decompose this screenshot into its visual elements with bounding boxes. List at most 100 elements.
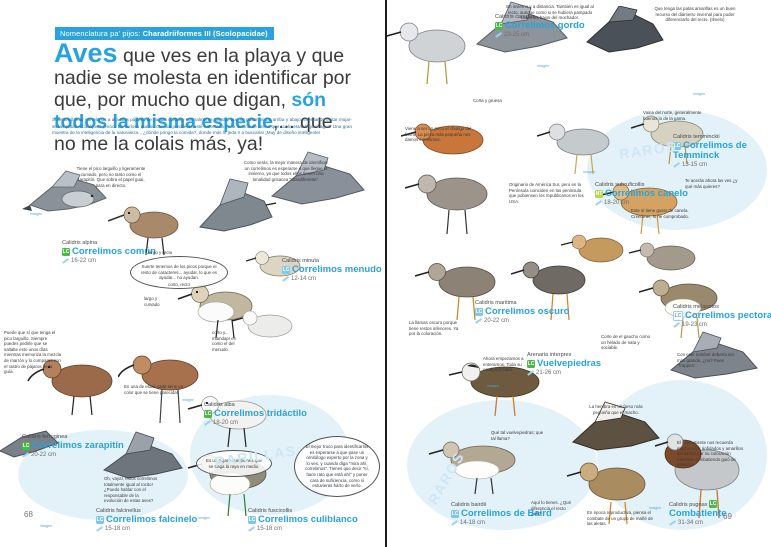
artist-credit: imagen	[537, 64, 550, 68]
species-common-label: Correlimos menudo	[292, 264, 382, 275]
species-block-calidris-pugnax: Calidris pugnax LC Combatiente 31-34 cm	[669, 500, 771, 528]
species-common-label: Correlimos tridáctilo	[214, 408, 307, 419]
annotation-b11: Corte de el gaucho como un helado de nat…	[601, 334, 651, 351]
annotation-b1: En invierno y a distancia. También es ig…	[506, 4, 594, 21]
species-common-label: Correlimos gordo	[505, 20, 585, 31]
species-common-label: Correlimos común	[72, 246, 156, 257]
species-block-calidris-alpina: Calidris alpina LC Correlimos común 16-22…	[62, 240, 182, 266]
species-latin-name: Calidris temminckii	[673, 134, 720, 140]
species-block-calidris-falcinellus: Calidris falcinellus LC Correlimos falcin…	[96, 508, 216, 534]
conservation-status-badge: LC	[673, 311, 683, 321]
species-size: 20-22 cm	[475, 317, 595, 326]
species-size: 20-22 cm	[22, 451, 142, 460]
conservation-status-badge: LC	[248, 516, 256, 524]
bird-illustration-canelo-2	[559, 222, 635, 288]
species-block-calidris-ferruginea: Calidris ferruginea LC Correlimos zarapit…	[22, 434, 142, 460]
annotation-b17: El combatiente nos recuerda mucho a los …	[677, 440, 744, 468]
bird-illustration-ruff-male	[649, 420, 759, 530]
conservation-status-badge: LC	[527, 360, 535, 368]
annotation-b14: Qué tal vuelvepiedras; que tal llama?	[491, 430, 544, 441]
conservation-status-badge: LC	[475, 308, 483, 316]
annotation-a10: Es un pájaro que piensa que se traga la …	[196, 450, 272, 478]
annotation-a4: largo y recto	[148, 250, 173, 255]
species-common-label: Vuelvepiedras	[537, 358, 602, 369]
species-block-calidris-minuta: Calidris minuta LC Correlimos menudo 12-1…	[282, 258, 402, 284]
species-size: 15-18 cm	[96, 525, 216, 534]
bird-illustration-curlew-sandpiper	[26, 345, 126, 425]
conservation-status-badge: NT	[595, 190, 603, 198]
annotation-a6: corto y... miandap! es como el del menud…	[212, 330, 236, 352]
bird-illustration-stint-small	[246, 240, 306, 296]
headline-highlight: són todos la misma especie	[54, 89, 327, 133]
artist-credit: imagen	[30, 212, 43, 216]
bird-illustration-turnstone	[447, 350, 557, 420]
annotation-b16: En época reproductiva, piensa el combate…	[587, 510, 653, 527]
species-latin-name: Calidris canutus	[495, 14, 535, 20]
annotation-a5: largo y curvado	[144, 296, 160, 307]
species-latin-name: Calidris maritima	[475, 300, 517, 306]
bird-illustration-bairds	[427, 430, 531, 500]
annotation-a1: Tiene el pico larguillo y ligeramente cu…	[76, 166, 146, 188]
species-block-calidris-melanotos: Calidris melanotos LC Correlimos pectoral…	[673, 304, 771, 330]
annotation-b10: Ahora empezamos a enterarnos. Toda su co…	[483, 356, 524, 373]
annotation-b7: Este sí tiene gusto de canela. Creedme!,…	[631, 208, 690, 219]
species-block-calidris-maritima: Calidris maritima LC Correlimos oscuro 20…	[475, 300, 595, 326]
species-common-label: Correlimos de Temminck	[673, 140, 747, 161]
bird-illustration-ruff-female	[565, 450, 661, 530]
bird-illustration-sandpiper-flight	[190, 175, 276, 255]
bird-illustration-temminck	[627, 230, 707, 292]
bird-illustration-top-right-flight	[268, 150, 368, 230]
species-common-name: LC Correlimos menudo	[282, 265, 402, 275]
conservation-status-badge: LC	[451, 510, 459, 518]
species-size: 21-26 cm	[527, 369, 687, 378]
conservation-status-badge: LC	[709, 500, 718, 508]
artist-credit: imagen	[198, 516, 211, 520]
species-common-name: LC Correlimos culiblanco	[248, 515, 368, 525]
species-block-calidris-bairdii: Calidris bairdii LC Correlimos de Baird 1…	[451, 502, 571, 528]
bird-illustration-little-stint	[176, 272, 268, 348]
species-latin-name: Calidris alpina	[62, 240, 98, 246]
annotation-b8: Te acerás ahora las ves ¿y qué más quier…	[685, 178, 738, 189]
species-common-name: LC Correlimos tridáctilo	[204, 409, 324, 419]
annotation-b15: Aquí lo tienes. ¿Qué diferencia el recto…	[531, 500, 572, 517]
species-size: 23-25 cm	[495, 31, 615, 40]
species-common-label: Combatiente	[669, 508, 727, 519]
annotation-b3: Corta y gruesa	[473, 98, 502, 103]
species-common-label: Correlimos canelo	[605, 188, 688, 199]
artist-credit: imagen	[182, 398, 195, 402]
species-latin-name: Calidris melanotos	[673, 304, 720, 310]
conservation-status-badge: LC	[62, 248, 70, 256]
species-latin-name: Calidris pugnax LC	[669, 500, 771, 509]
annotation-a7: corto, recto	[168, 282, 190, 287]
species-common-name: LC Correlimos oscuro	[475, 307, 595, 317]
species-latin-name: Calidris alba	[204, 402, 235, 408]
species-common-name: LC Correlimos falcinelo	[96, 515, 216, 525]
nomenclature-prefix: Nomenclatura pa' pijos:	[60, 29, 141, 38]
annotation-b13: La hembra es un farso más pequeña que el…	[589, 404, 643, 415]
species-common-name: LC Correlimos gordo	[495, 21, 615, 31]
bird-illustration-sandpiper-pair	[405, 160, 505, 246]
nomenclature-tag: Nomenclatura pa' pijos: Charadriiformes …	[55, 27, 274, 40]
species-latin-name: Calidris falcinellus	[96, 508, 141, 514]
species-block-calidris-alba: Calidris alba LC Correlimos tridáctilo 18…	[204, 402, 324, 428]
bird-illustration-knot-grey	[537, 112, 623, 186]
species-common-name: LC Correlimos común	[62, 247, 182, 257]
intro-paragraph: Solemos llamar correlimos a aquellos páj…	[52, 117, 352, 136]
conservation-status-badge: LC	[22, 442, 30, 450]
headline-part-2: que ves en la playa y que nadie se moles…	[54, 45, 352, 111]
species-block-arenaria-interpres: Arenaria interpres LC Vuelvepiedras 21-26…	[527, 352, 687, 378]
species-common-label: Correlimos culiblanco	[258, 514, 358, 525]
conservation-status-badge: LC	[282, 266, 290, 274]
species-common-name: LC Correlimos pectoral	[673, 311, 771, 321]
bird-illustration-turnstone-flight	[567, 400, 663, 474]
species-common-name: LC Correlimos de Temminck	[673, 141, 771, 161]
annotation-b4: Viene a ser un poco el chungo del berro.…	[405, 126, 472, 143]
right-page: Calidris canutus LC Correlimos gordo 23-2…	[387, 0, 771, 547]
species-block-calidris-subruficollis: Calidris subruficollis NT Correlimos cane…	[595, 182, 745, 208]
annotation-b5: Vaina del norte, generalmente buenos lo …	[643, 110, 702, 121]
bird-illustration-knot-breeding	[401, 110, 497, 174]
species-common-name: LC Correlimos de Baird	[451, 509, 571, 519]
species-common-name: Combatiente	[669, 509, 771, 519]
headline-word-aves: Aves	[54, 38, 118, 68]
